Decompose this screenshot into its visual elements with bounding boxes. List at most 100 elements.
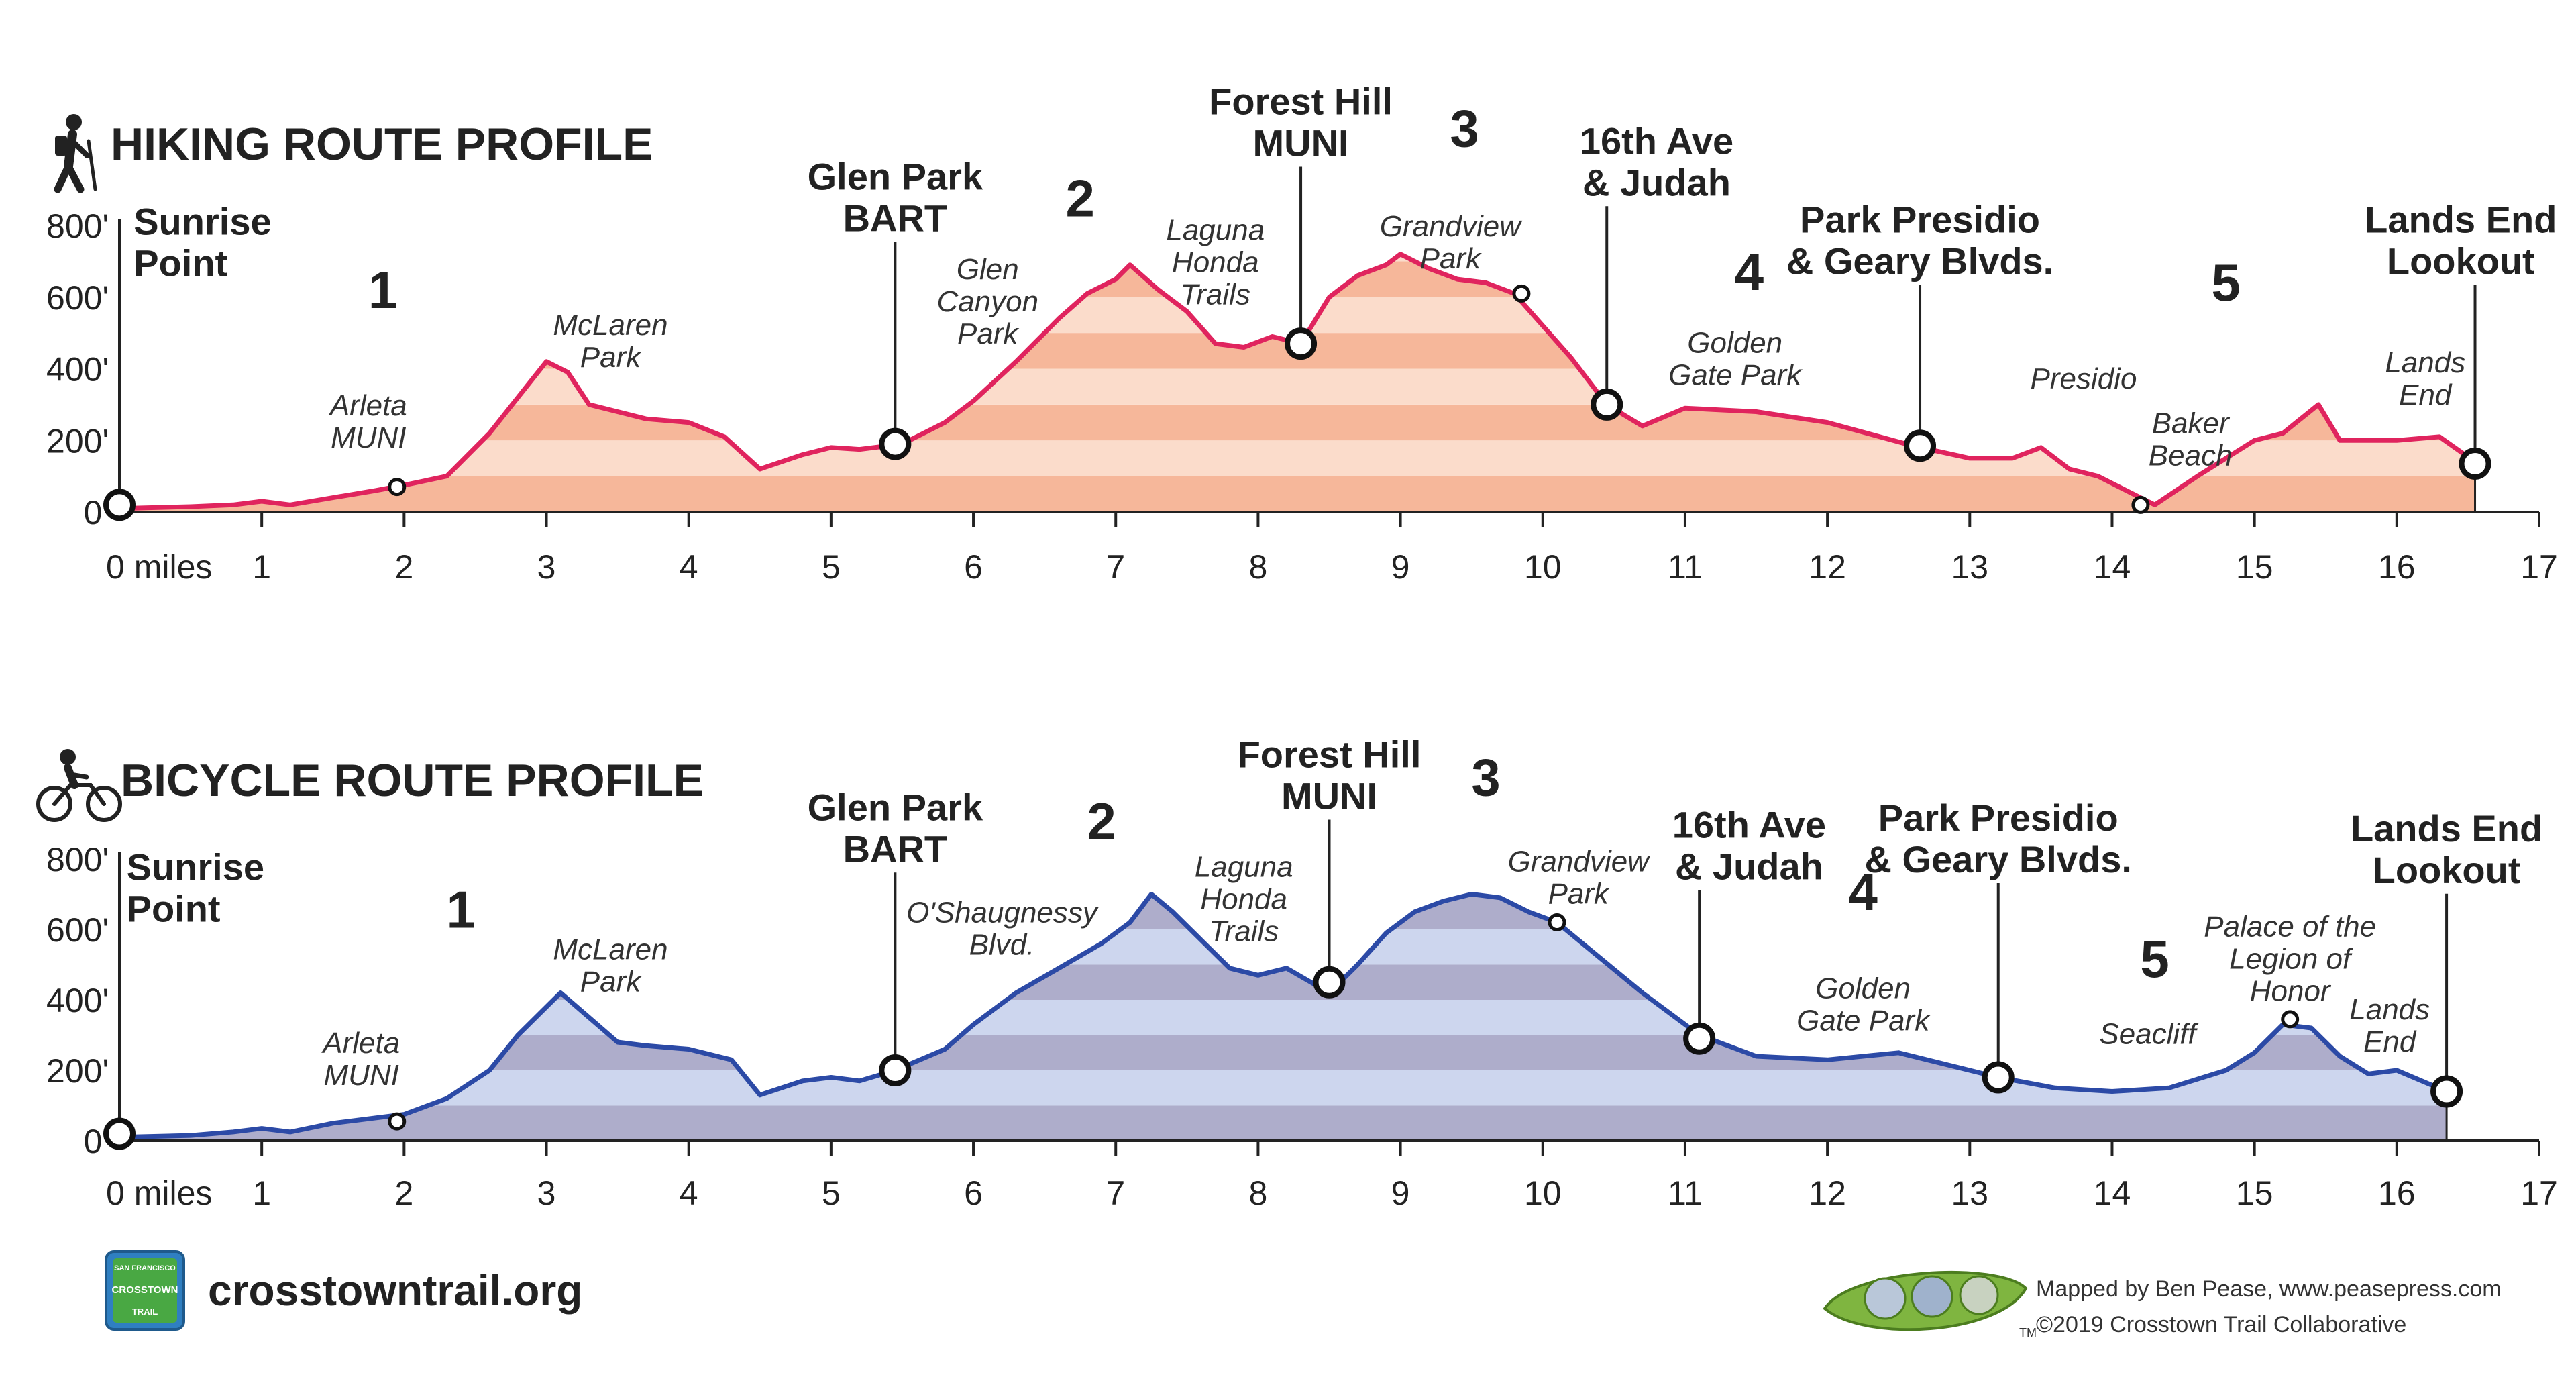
elevation-band: [119, 261, 2475, 297]
place-label: Sunrise: [133, 200, 271, 242]
place-label: O'Shaugnessy: [906, 897, 1099, 929]
place-label: Park Presidio: [1878, 797, 2118, 839]
place-label: MUNI: [323, 1059, 398, 1092]
place-label: Honor: [2250, 975, 2332, 1008]
segment-number: 2: [1087, 792, 1116, 851]
x-tick-label: 1: [252, 1174, 271, 1212]
place-label: MUNI: [1281, 775, 1377, 817]
y-tick-label: 800': [46, 841, 109, 878]
x-tick-label: 16: [2378, 1174, 2416, 1212]
annotation: 5: [2140, 929, 2169, 988]
elevation-band: [119, 476, 2475, 512]
place-label: Baker: [2152, 407, 2231, 440]
place-label: Canyon: [936, 285, 1038, 318]
x-tick-label: 17: [2520, 1174, 2558, 1212]
cyclist-icon: [36, 749, 122, 822]
place-label: 16th Ave: [1672, 804, 1826, 846]
y-tick-label: 800': [46, 207, 109, 245]
place-label: Lands End: [2365, 199, 2557, 241]
elevation-band: [119, 333, 2475, 369]
x-tick-label: 10: [1524, 1174, 1562, 1212]
place-label: & Judah: [1582, 161, 1731, 203]
place-label: & Geary Blvds.: [1786, 240, 2053, 283]
x-tick-label: 17: [2520, 548, 2558, 586]
x-tick-label: 7: [1106, 1174, 1125, 1212]
place-label: Golden: [1815, 972, 1911, 1005]
x-tick-label: 6: [964, 1174, 983, 1212]
x-tick-label: 1: [252, 548, 271, 586]
place-label: Laguna: [1166, 213, 1265, 246]
place-label: Park: [580, 966, 642, 999]
x-tick-label: 9: [1391, 1174, 1410, 1212]
x-tick-label: 6: [964, 548, 983, 586]
waypoint-marker: [1683, 1022, 1716, 1055]
place-label: Grandview: [1508, 845, 1652, 878]
x-tick-label: 14: [2094, 1174, 2131, 1212]
place-label: Park: [957, 317, 1019, 350]
place-label: Point: [127, 888, 221, 930]
place-label: Point: [133, 242, 227, 284]
place-label: Park: [1548, 877, 1610, 910]
trademark-mark: TM: [2019, 1326, 2037, 1339]
elevation-band: [119, 368, 2475, 405]
waypoint-marker: [1904, 429, 1937, 462]
x-tick-label: 0 miles: [106, 548, 212, 586]
logo-text: TRAIL: [132, 1307, 158, 1317]
place-label: Golden: [1687, 326, 1782, 359]
place-label: Sunrise: [127, 846, 264, 888]
place-label: Lands: [2349, 993, 2430, 1026]
place-label: Presidio: [2031, 362, 2137, 395]
hiking-route-profile-chart: HIKING ROUTE PROFILE 0 miles 1 2 3 4 5 6 7 8 9 10 1…: [46, 81, 2558, 586]
place-label: Glen Park: [808, 156, 983, 198]
x-tick-label: 15: [2236, 1174, 2273, 1212]
x-tick-label: 3: [537, 1174, 556, 1212]
map-credit: Mapped by Ben Pease, www.peasepress.com: [2036, 1276, 2502, 1302]
place-label: Grandview: [1380, 210, 1523, 243]
place-label: Lands End: [2351, 807, 2542, 850]
place-label: Laguna: [1195, 850, 1293, 883]
x-tick-label: 14: [2094, 548, 2131, 586]
place-label: 16th Ave: [1580, 119, 1733, 162]
place-label: McLaren: [553, 309, 667, 342]
place-label: Glen Park: [808, 786, 983, 828]
place-label: BART: [843, 197, 948, 240]
place-label: Seacliff: [2099, 1018, 2199, 1051]
x-tick-label: 0 miles: [106, 1174, 212, 1212]
x-tick-label: 5: [822, 1174, 841, 1212]
place-label: Park Presidio: [1800, 199, 2040, 241]
waypoint-marker: [2459, 447, 2491, 480]
annotation: 2: [1065, 169, 1094, 228]
annotation: 4: [1735, 242, 1764, 301]
y-tick-label: 400': [46, 982, 109, 1019]
annotation: Park Presidio& Geary Blvds.: [1865, 797, 2132, 1094]
poi-marker: [2131, 495, 2150, 514]
segment-number: 5: [2140, 929, 2169, 988]
place-label: McLaren: [553, 933, 667, 966]
place-label: & Judah: [1675, 846, 1823, 888]
x-tick-label: 9: [1391, 548, 1410, 586]
annotation: Park Presidio& Geary Blvds.: [1786, 199, 2053, 462]
place-label: Beach: [2149, 440, 2233, 472]
place-label: Lookout: [2387, 240, 2535, 283]
place-label: Gate Park: [1668, 358, 1803, 391]
segment-number: 1: [447, 880, 476, 939]
x-tick-label: 2: [394, 1174, 413, 1212]
x-tick-label: 12: [1809, 548, 1846, 586]
segment-number: 2: [1065, 169, 1094, 228]
website-link[interactable]: crosstowntrail.org: [208, 1266, 582, 1315]
waypoint-marker: [1591, 388, 1623, 421]
